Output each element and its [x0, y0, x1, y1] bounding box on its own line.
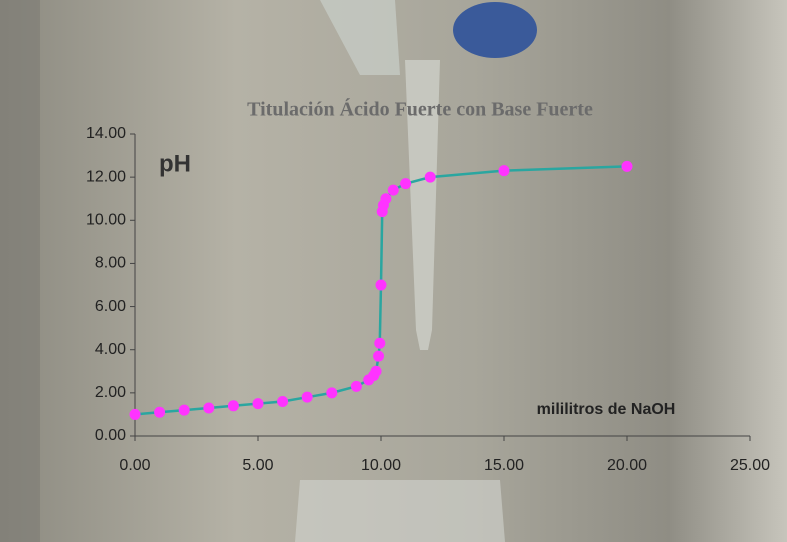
chart-title: Titulación Ácido Fuerte con Base Fuerte — [247, 98, 593, 121]
data-point — [388, 185, 399, 196]
data-point — [253, 398, 264, 409]
data-point — [326, 387, 337, 398]
y-tick-label: 0.00 — [95, 427, 126, 444]
chart: Titulación Ácido Fuerte con Base Fuerte … — [0, 0, 787, 542]
data-point — [622, 161, 633, 172]
x-axis-label: mililitros de NaOH — [537, 401, 676, 418]
photo-beaker — [295, 480, 505, 542]
y-axis-label: pH — [159, 150, 191, 177]
data-point — [374, 338, 385, 349]
y-tick-label: 6.00 — [95, 298, 126, 315]
x-tick-label: 10.00 — [361, 457, 401, 474]
y-tick-label: 8.00 — [95, 255, 126, 272]
y-tick-label: 10.00 — [86, 212, 126, 229]
data-point — [130, 409, 141, 420]
y-tick-label: 4.00 — [95, 341, 126, 358]
x-tick-label: 0.00 — [119, 457, 150, 474]
data-point — [154, 407, 165, 418]
photo-cap — [453, 2, 537, 58]
data-point — [277, 396, 288, 407]
data-point — [380, 193, 391, 204]
y-tick-label: 12.00 — [86, 168, 126, 185]
data-point — [371, 366, 382, 377]
data-point — [376, 280, 387, 291]
data-point — [351, 381, 362, 392]
x-tick-label: 20.00 — [607, 457, 647, 474]
data-point — [203, 402, 214, 413]
data-point — [228, 400, 239, 411]
data-point — [373, 351, 384, 362]
data-point — [400, 178, 411, 189]
y-tick-label: 14.00 — [86, 125, 126, 142]
data-point — [302, 392, 313, 403]
data-point — [425, 172, 436, 183]
data-point — [499, 165, 510, 176]
x-tick-label: 5.00 — [242, 457, 273, 474]
x-tick-label: 25.00 — [730, 457, 770, 474]
y-tick-label: 2.00 — [95, 384, 126, 401]
photo-stand — [0, 0, 40, 542]
x-tick-label: 15.00 — [484, 457, 524, 474]
data-point — [179, 405, 190, 416]
